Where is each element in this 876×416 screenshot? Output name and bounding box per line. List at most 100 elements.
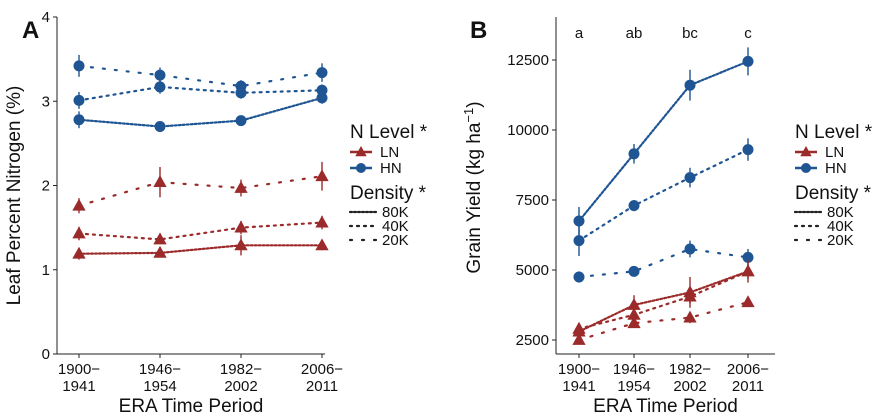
legend-label: HN xyxy=(380,160,402,177)
data-point xyxy=(154,81,166,93)
series-ln-20k xyxy=(572,295,755,345)
legend-label: HN xyxy=(825,160,847,177)
series-line xyxy=(77,221,324,241)
x-tick-label: 2002 xyxy=(673,378,706,395)
data-point xyxy=(73,114,85,126)
y-tick-label: 3 xyxy=(42,93,50,110)
panel-a: A012341900−19411946−19541982−20022006−20… xyxy=(4,9,428,416)
data-point xyxy=(628,200,640,212)
series-hn-20k xyxy=(73,54,328,92)
data-point xyxy=(153,245,167,258)
y-axis-title-close: ) xyxy=(464,101,485,107)
series-line xyxy=(577,301,750,342)
y-tick-label: 7500 xyxy=(516,192,549,209)
y-tick-label: 2500 xyxy=(516,332,549,349)
series-line xyxy=(577,270,750,330)
legend-label: 20K xyxy=(382,232,409,249)
y-tick-label: 4 xyxy=(42,9,50,26)
panel-b: B 2500 5000 7500 10000 12500 1900−1941 1946−195… xyxy=(461,17,873,416)
data-point xyxy=(572,333,586,345)
data-point xyxy=(72,226,86,239)
legend-label: 40K xyxy=(827,218,854,235)
series-hn-40k xyxy=(573,138,754,256)
x-axis-title: ERA Time Period xyxy=(119,396,264,416)
data-point xyxy=(741,264,755,277)
data-point xyxy=(683,289,697,302)
legend-label: LN xyxy=(825,144,844,161)
data-point xyxy=(742,144,754,156)
data-point xyxy=(73,94,85,106)
legend-marker xyxy=(801,163,811,173)
y-axis-title: Leaf Percent Nitrogen (%) xyxy=(4,86,25,306)
x-tick-label: 1982− xyxy=(669,361,711,378)
series-line xyxy=(77,244,324,255)
data-point xyxy=(153,175,167,188)
series-hn-80k xyxy=(573,47,754,235)
data-point xyxy=(316,67,328,79)
data-point xyxy=(315,169,329,182)
panel-label: A xyxy=(22,17,39,44)
data-point xyxy=(684,79,696,91)
x-tick-label: 1982− xyxy=(220,361,262,378)
data-point xyxy=(72,198,86,211)
data-point xyxy=(741,295,755,308)
significance-letter: c xyxy=(744,25,752,42)
y-tick-label: 10000 xyxy=(507,122,549,139)
data-point xyxy=(684,243,696,255)
series-ln-80k xyxy=(572,260,755,339)
data-point xyxy=(742,55,754,67)
legend-title-n-level: N Level * xyxy=(795,122,873,143)
data-point xyxy=(683,310,697,323)
x-axis-title: ERA Time Period xyxy=(593,396,738,416)
x-tick-label: 1946− xyxy=(139,361,181,378)
panel-label: B xyxy=(470,17,487,44)
data-point xyxy=(684,172,696,184)
data-point xyxy=(235,115,247,127)
x-tick-label: 2011 xyxy=(732,378,764,395)
legend-label: 20K xyxy=(827,232,854,249)
x-tick-label: 1954 xyxy=(143,378,176,395)
series-ln-80k xyxy=(72,235,329,260)
data-point xyxy=(153,232,167,245)
data-point xyxy=(316,92,328,104)
legend-label: 80K xyxy=(382,204,409,221)
legend-marker xyxy=(355,146,367,157)
x-tick-label: 1946− xyxy=(613,361,655,378)
legend-label: 40K xyxy=(382,218,409,235)
data-point xyxy=(72,246,86,259)
series-ln-20k xyxy=(72,161,329,214)
data-point xyxy=(628,148,640,160)
series-ln-40k xyxy=(72,215,329,245)
data-point xyxy=(315,238,329,251)
data-point xyxy=(234,181,248,193)
x-tick-label: 1900− xyxy=(558,361,600,378)
significance-letter: bc xyxy=(682,25,698,42)
data-point xyxy=(316,84,328,96)
legend-title-density: Density * xyxy=(350,183,427,204)
data-point xyxy=(315,215,329,228)
series-line xyxy=(577,247,750,279)
data-point xyxy=(154,121,166,133)
y-tick-label: 12500 xyxy=(507,52,549,69)
legend-label: 80K xyxy=(827,204,854,221)
series-line xyxy=(577,148,750,242)
legend-label: LN xyxy=(380,144,399,161)
significance-letter: ab xyxy=(626,25,643,42)
data-point xyxy=(742,251,754,263)
legend-title-n-level: N Level * xyxy=(350,122,428,143)
x-tick-label: 1941 xyxy=(562,378,595,395)
series-hn-20k xyxy=(573,240,754,283)
y-axis-title-main: Grain Yield (kg ha xyxy=(464,122,485,273)
data-point xyxy=(573,215,585,227)
x-tick-label: 1941 xyxy=(62,378,95,395)
x-tick-label: 2002 xyxy=(224,378,257,395)
y-axis-title: Grain Yield (kg ha−1) xyxy=(461,101,485,273)
y-tick-label: 0 xyxy=(42,346,50,363)
x-tick-label: 1954 xyxy=(617,378,650,395)
x-tick-label: 2006− xyxy=(727,361,769,378)
x-tick-label: 2006− xyxy=(301,361,343,378)
legend-marker xyxy=(356,163,366,173)
data-point xyxy=(627,298,641,310)
